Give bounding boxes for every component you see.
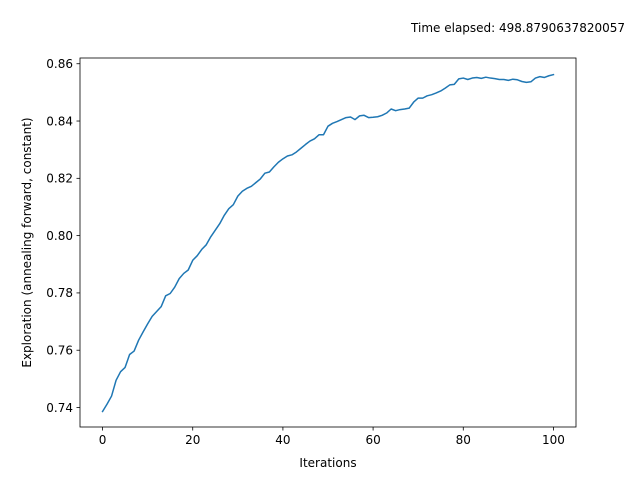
- x-tick-label: 40: [275, 433, 290, 447]
- x-tick-label: 0: [99, 433, 107, 447]
- axes-frame: [79, 57, 577, 428]
- y-tick-label: 0.76: [46, 344, 73, 358]
- y-tick-label: 0.74: [46, 401, 73, 415]
- y-tick-label: 0.84: [46, 114, 73, 128]
- x-axis-label: Iterations: [299, 456, 356, 470]
- x-tick-label: 100: [542, 433, 565, 447]
- y-tick-label: 0.80: [46, 229, 73, 243]
- y-tick-label: 0.86: [46, 57, 73, 71]
- time-elapsed-text: Time elapsed: 498.8790637820057: [410, 21, 625, 35]
- x-tick-label: 60: [365, 433, 380, 447]
- y-tick-label: 0.78: [46, 286, 73, 300]
- x-tick-label: 80: [456, 433, 471, 447]
- x-tick-label: 20: [185, 433, 200, 447]
- series-line: [101, 73, 555, 413]
- y-tick-label: 0.82: [46, 172, 73, 186]
- plot-area: 0 20 40 60 80 100 0.74 0.76 0.78 0.80 0.82 0.84 0.86…: [20, 57, 577, 470]
- y-axis-label: Exploration (annealing forward, constant…: [20, 117, 34, 367]
